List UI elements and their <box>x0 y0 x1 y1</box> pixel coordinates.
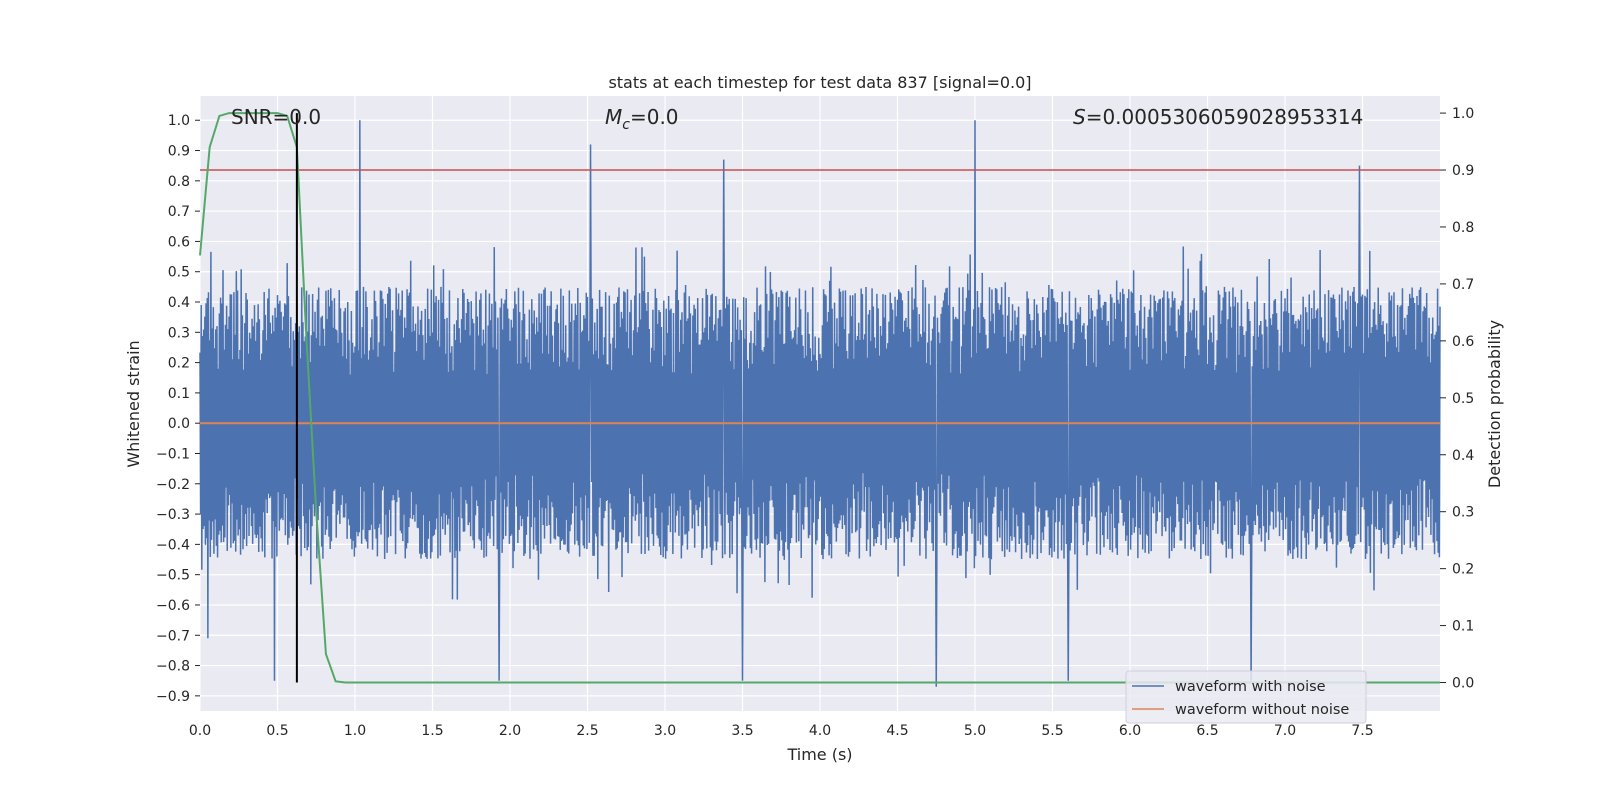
noise-waveform-line <box>199 120 1441 687</box>
y2-tick-label: 0.1 <box>1452 619 1474 635</box>
chirp-mass-annotation: Mc=0.0 <box>605 105 679 133</box>
y-tick-label: −0.7 <box>156 628 190 644</box>
x-tick-label: 7.5 <box>1351 723 1373 739</box>
y2-tick-label: 0.4 <box>1452 448 1474 464</box>
y2-tick-label: 0.0 <box>1452 676 1474 692</box>
score-annotation: S=0.0005306059028953314 <box>1073 105 1363 129</box>
y-tick-label: 0.7 <box>168 204 190 220</box>
y-tick-label: 0.8 <box>168 174 190 190</box>
x-tick-label: 3.5 <box>731 723 753 739</box>
x-tick-label: 0.0 <box>189 723 211 739</box>
y-tick-label: −0.5 <box>156 568 190 584</box>
waveform-with-noise-series <box>199 120 1441 687</box>
x-tick-label: 7.0 <box>1274 723 1296 739</box>
y2-axis-ticks: 1.0 0.9 0.8 0.7 0.6 0.5 0.4 0.3 0.2 0.1 0.0 <box>1440 106 1474 692</box>
x-axis-ticks: 0.0 0.5 1.0 1.5 2.0 2.5 3.0 3.5 4.0 4.5 5.0 5.5 6.0 6… <box>189 723 1374 739</box>
legend-box <box>1125 670 1367 724</box>
x-tick-label: 3.0 <box>654 723 676 739</box>
x-tick-label: 1.5 <box>421 723 443 739</box>
y-tick-label: 0.2 <box>168 356 190 372</box>
y-tick-label: −0.8 <box>156 659 190 675</box>
y2-axis-label: Detection probability <box>1485 320 1504 488</box>
y-tick-label: 0.6 <box>168 234 190 250</box>
detection-probability-line <box>199 112 1440 684</box>
y-tick-label: −0.9 <box>156 689 190 705</box>
y2-tick-label: 0.3 <box>1452 505 1474 521</box>
y-tick-label: −0.2 <box>156 477 190 493</box>
y2-tick-label: 0.8 <box>1452 220 1474 236</box>
y2-tick-label: 0.6 <box>1452 334 1474 350</box>
legend-label-noise: waveform with noise <box>1175 679 1326 695</box>
x-tick-label: 4.5 <box>886 723 908 739</box>
y2-tick-label: 1.0 <box>1452 106 1474 122</box>
y2-tick-label: 0.9 <box>1452 163 1474 179</box>
snr-annotation: SNR=0.0 <box>231 105 321 129</box>
y2-tick-label: 0.2 <box>1452 562 1474 578</box>
x-tick-label: 1.0 <box>344 723 366 739</box>
y-axis-ticks: 1.0 0.9 0.8 0.7 0.6 0.5 0.4 0.3 0.2 0.1 0.0 −0.1 −0.… <box>156 113 200 705</box>
x-tick-label: 5.0 <box>964 723 986 739</box>
y-axis-label: Whitened strain <box>124 340 143 467</box>
y-tick-label: 0.9 <box>168 144 190 160</box>
y-tick-label: −0.4 <box>156 537 190 553</box>
y-tick-label: −0.1 <box>156 446 190 462</box>
y-tick-label: 0.3 <box>168 325 190 341</box>
legend: waveform with noise waveform without noi… <box>1125 670 1367 724</box>
y-tick-label: −0.6 <box>156 598 190 614</box>
y-tick-label: 0.4 <box>168 295 190 311</box>
x-tick-label: 4.0 <box>809 723 831 739</box>
legend-label-clean: waveform without noise <box>1175 702 1349 718</box>
x-tick-label: 2.0 <box>499 723 521 739</box>
x-tick-label: 5.5 <box>1041 723 1063 739</box>
x-tick-label: 6.0 <box>1119 723 1141 739</box>
x-tick-label: 6.5 <box>1196 723 1218 739</box>
y2-tick-label: 0.7 <box>1452 277 1474 293</box>
x-tick-label: 2.5 <box>576 723 598 739</box>
y-tick-label: 0.0 <box>168 416 190 432</box>
chart-title: stats at each timestep for test data 837… <box>608 73 1031 92</box>
detection-probability-series <box>199 112 1440 684</box>
y2-tick-label: 0.5 <box>1452 391 1474 407</box>
x-tick-label: 0.5 <box>266 723 288 739</box>
y-tick-label: 0.1 <box>168 386 190 402</box>
y-tick-label: 0.5 <box>168 265 190 281</box>
y-tick-label: −0.3 <box>156 507 190 523</box>
y-tick-label: 1.0 <box>168 113 190 129</box>
x-axis-label: Time (s) <box>786 745 852 764</box>
